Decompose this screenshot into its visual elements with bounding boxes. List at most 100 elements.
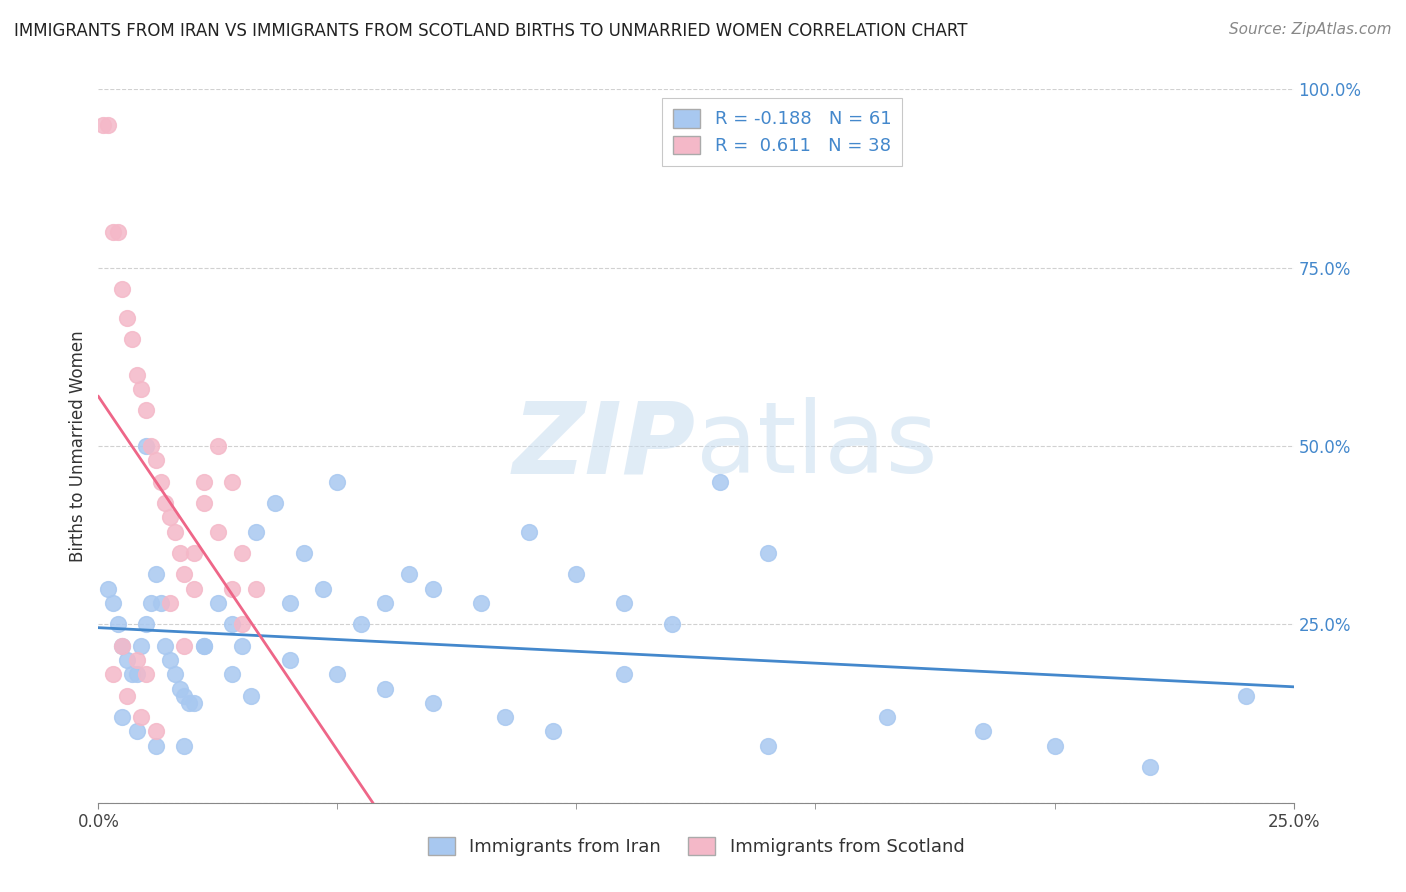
Point [193,496,215,510]
Point [221,582,243,596]
Point [111,639,134,653]
Point [231,546,253,560]
Point [193,639,215,653]
Point [131,710,153,724]
Point [111,710,134,724]
Point [470,596,492,610]
Point [179,696,201,710]
Point [231,639,253,653]
Point [91,118,114,132]
Point [541,724,564,739]
Point [149,475,172,489]
Point [145,567,167,582]
Point [240,689,263,703]
Point [422,582,444,596]
Point [565,567,588,582]
Point [115,310,138,325]
Point [264,496,287,510]
Point [131,382,153,396]
Point [173,689,195,703]
Point [145,453,167,467]
Point [278,596,301,610]
Point [709,475,731,489]
Point [159,510,181,524]
Point [163,667,186,681]
Point [97,118,120,132]
Point [121,332,143,346]
Point [374,681,396,696]
Point [125,368,148,382]
Point [135,667,157,681]
Point [135,617,157,632]
Point [972,724,994,739]
Point [159,653,181,667]
Point [221,475,243,489]
Point [115,653,138,667]
Text: atlas: atlas [696,398,938,494]
Point [374,596,396,610]
Point [350,617,373,632]
Point [135,439,157,453]
Point [135,403,157,417]
Point [231,617,253,632]
Point [145,724,167,739]
Point [193,639,215,653]
Point [111,282,134,296]
Y-axis label: Births to Unmarried Women: Births to Unmarried Women [69,330,87,562]
Point [121,667,143,681]
Point [173,739,195,753]
Point [245,524,267,539]
Point [207,524,229,539]
Point [245,582,267,596]
Point [163,524,186,539]
Legend: Immigrants from Iran, Immigrants from Scotland: Immigrants from Iran, Immigrants from Sc… [419,828,973,865]
Point [125,653,148,667]
Point [494,710,516,724]
Point [278,653,301,667]
Point [221,617,243,632]
Text: Source: ZipAtlas.com: Source: ZipAtlas.com [1229,22,1392,37]
Point [145,739,167,753]
Point [517,524,540,539]
Point [107,617,129,632]
Point [398,567,420,582]
Point [183,582,205,596]
Text: ZIP: ZIP [513,398,696,494]
Point [155,496,177,510]
Point [139,596,162,610]
Point [101,596,124,610]
Point [183,546,205,560]
Point [613,667,636,681]
Point [312,582,335,596]
Point [173,567,195,582]
Point [139,439,162,453]
Point [125,724,148,739]
Point [1234,689,1257,703]
Point [155,639,177,653]
Point [326,475,349,489]
Point [131,639,153,653]
Point [326,667,349,681]
Point [183,696,205,710]
Point [125,667,148,681]
Point [115,689,138,703]
Point [173,639,195,653]
Point [207,596,229,610]
Point [613,596,636,610]
Point [221,667,243,681]
Point [661,617,683,632]
Point [169,546,191,560]
Point [101,225,124,239]
Point [107,225,129,239]
Point [292,546,315,560]
Point [149,596,172,610]
Point [756,546,779,560]
Point [97,582,120,596]
Point [756,739,779,753]
Point [101,667,124,681]
Point [1139,760,1161,774]
Point [1043,739,1066,753]
Point [193,475,215,489]
Point [207,439,229,453]
Point [422,696,444,710]
